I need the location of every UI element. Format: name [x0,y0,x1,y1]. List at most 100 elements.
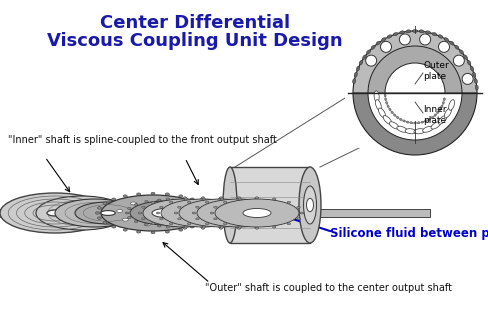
Circle shape [399,34,410,45]
Ellipse shape [201,198,204,200]
Ellipse shape [101,195,205,231]
Ellipse shape [255,207,260,209]
Ellipse shape [127,207,131,210]
Ellipse shape [166,204,222,222]
Ellipse shape [194,221,198,223]
Ellipse shape [297,218,300,220]
Polygon shape [345,23,485,148]
Ellipse shape [255,197,259,199]
Ellipse shape [174,212,178,214]
Ellipse shape [225,218,228,220]
Ellipse shape [0,193,110,233]
Ellipse shape [223,167,237,243]
Ellipse shape [178,218,181,220]
Ellipse shape [156,200,162,203]
Ellipse shape [243,206,246,208]
Circle shape [462,74,473,84]
Ellipse shape [220,198,224,200]
Ellipse shape [237,207,242,209]
Ellipse shape [475,85,478,90]
Ellipse shape [374,91,379,102]
Ellipse shape [269,201,273,203]
Ellipse shape [165,193,169,195]
Ellipse shape [237,198,240,200]
Ellipse shape [202,198,205,200]
Ellipse shape [201,216,204,218]
Ellipse shape [171,209,199,217]
Ellipse shape [169,223,173,225]
Ellipse shape [143,199,227,227]
Ellipse shape [199,222,203,224]
Ellipse shape [219,207,224,209]
Ellipse shape [224,223,227,225]
Ellipse shape [386,101,388,104]
Ellipse shape [300,212,304,214]
Ellipse shape [387,105,389,108]
Ellipse shape [261,206,264,208]
Ellipse shape [183,209,205,217]
Ellipse shape [201,209,223,217]
Ellipse shape [204,207,208,209]
Ellipse shape [215,201,219,203]
Ellipse shape [144,223,150,226]
Ellipse shape [412,29,418,32]
Ellipse shape [236,207,242,209]
Ellipse shape [187,223,191,225]
Ellipse shape [393,114,396,116]
Circle shape [366,55,377,66]
Ellipse shape [448,100,454,110]
Ellipse shape [215,199,299,227]
Ellipse shape [243,209,271,217]
Circle shape [420,34,430,45]
Ellipse shape [183,227,187,229]
Ellipse shape [353,79,356,84]
Ellipse shape [134,221,138,223]
Ellipse shape [145,201,148,202]
Ellipse shape [445,108,451,118]
Ellipse shape [191,212,196,214]
Ellipse shape [397,126,407,132]
Ellipse shape [166,226,169,228]
Ellipse shape [228,212,232,214]
Ellipse shape [201,207,205,209]
Ellipse shape [96,212,100,214]
Ellipse shape [391,111,393,114]
Ellipse shape [299,167,321,243]
Ellipse shape [187,201,191,203]
Ellipse shape [366,50,370,54]
Ellipse shape [376,41,380,45]
Ellipse shape [219,198,222,200]
Ellipse shape [219,217,224,219]
Ellipse shape [238,226,242,228]
Ellipse shape [201,226,204,228]
Ellipse shape [431,116,434,119]
Ellipse shape [142,218,145,220]
Ellipse shape [184,224,187,226]
Ellipse shape [137,231,141,233]
Ellipse shape [405,129,416,134]
Ellipse shape [179,195,183,197]
Ellipse shape [455,45,459,49]
Ellipse shape [220,226,224,228]
Ellipse shape [122,218,128,221]
Ellipse shape [103,202,107,204]
Text: Viscous Coupling Unit Design: Viscous Coupling Unit Design [47,32,343,50]
Ellipse shape [161,199,245,227]
Ellipse shape [421,121,424,123]
Ellipse shape [474,79,477,84]
Ellipse shape [434,114,437,116]
Ellipse shape [254,198,258,200]
Ellipse shape [363,55,366,59]
Ellipse shape [443,98,446,101]
Ellipse shape [243,218,246,220]
Ellipse shape [468,60,471,65]
Ellipse shape [438,35,443,38]
Ellipse shape [202,226,205,228]
Ellipse shape [354,72,357,77]
Ellipse shape [101,211,115,215]
Ellipse shape [179,199,263,227]
Ellipse shape [279,206,283,208]
Text: Inner
plate: Inner plate [423,105,447,125]
Ellipse shape [158,199,161,201]
Ellipse shape [237,209,259,217]
